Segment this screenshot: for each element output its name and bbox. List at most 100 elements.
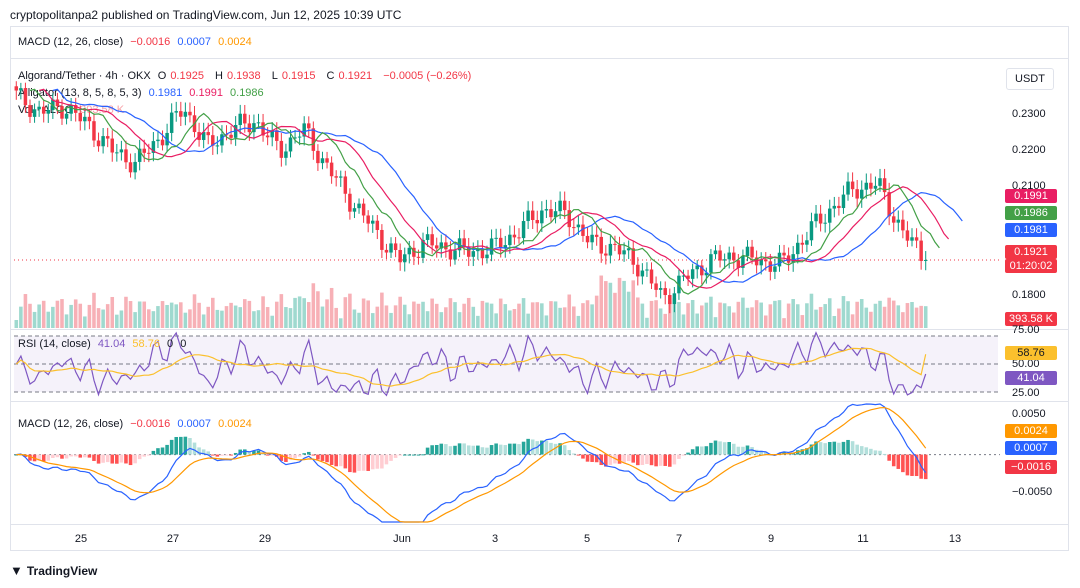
volume-bar	[695, 313, 699, 328]
macd-histogram-bar	[115, 454, 119, 464]
currency-button[interactable]: USDT	[1006, 68, 1054, 90]
volume-bar	[686, 303, 690, 328]
volume-bar	[252, 311, 256, 328]
candle-body	[156, 139, 160, 142]
macd-histogram-bar	[859, 446, 864, 455]
macd-histogram-bar	[211, 454, 215, 456]
macd-histogram-bar	[311, 454, 316, 456]
macd-histogram-bar	[823, 443, 827, 455]
candle-body	[508, 234, 512, 246]
candle-body	[421, 239, 425, 258]
macd-histogram-bar	[142, 454, 147, 457]
candle-body	[407, 247, 412, 255]
candle-body	[348, 193, 352, 212]
macd-histogram-bar	[521, 441, 526, 455]
macd-histogram-bar	[444, 444, 448, 455]
volume-bar	[83, 316, 87, 328]
macd-histogram-bar	[677, 454, 681, 459]
candle-body	[256, 122, 261, 124]
volume-bar	[763, 315, 768, 328]
candle-body	[462, 238, 466, 247]
volume-bar	[873, 303, 878, 328]
candle-body	[238, 113, 242, 126]
volume-bar	[823, 304, 827, 328]
macd-histogram-bar	[389, 454, 393, 461]
volume-bar	[709, 296, 713, 328]
candle-body	[750, 246, 754, 258]
volume-bar	[110, 296, 115, 328]
macd-histogram-bar	[736, 446, 741, 455]
candle-body	[23, 88, 28, 106]
macd-histogram-bar	[508, 443, 512, 455]
volume-bar	[869, 311, 873, 328]
volume-bar	[229, 302, 233, 328]
volume-bar	[562, 307, 567, 328]
macd-histogram-bar	[270, 454, 274, 456]
candle-body	[434, 245, 439, 249]
volume-bar	[622, 280, 626, 328]
macd-histogram-bar	[421, 454, 425, 456]
date-tick: 5	[583, 533, 591, 545]
macd-histogram-bar	[160, 447, 165, 455]
candle-body	[558, 200, 562, 212]
volume-bar	[814, 309, 818, 328]
macd-histogram-bar	[448, 446, 453, 455]
candle-body	[325, 158, 329, 163]
macd-histogram-bar	[562, 445, 567, 455]
pane-separator	[10, 58, 1069, 59]
volume-bar	[370, 313, 375, 328]
macd-histogram-bar	[800, 449, 805, 455]
macd-histogram-bar	[594, 454, 599, 463]
candle-body	[398, 250, 402, 263]
date-tick: 3	[491, 533, 499, 545]
macd-histogram-bar	[590, 454, 594, 462]
macd-histogram-bar	[604, 454, 608, 467]
macd-histogram-bar	[370, 454, 375, 470]
macd-histogram-bar	[558, 443, 562, 455]
macd-histogram-bar	[147, 454, 151, 456]
macd-histogram-bar	[700, 446, 704, 455]
volume-bar	[681, 314, 686, 328]
candle-body	[891, 216, 896, 223]
volume-bar	[457, 312, 462, 328]
volume-bar	[791, 299, 795, 328]
volume-bar	[398, 296, 402, 328]
volume-bar	[882, 306, 887, 328]
macd-histogram-bar	[512, 443, 517, 455]
candle-body	[887, 192, 891, 217]
volume-bar	[243, 299, 247, 328]
macd-histogram-bar	[133, 454, 137, 464]
volume-bar	[521, 298, 526, 328]
candle-body	[498, 237, 503, 249]
candle-body	[412, 247, 416, 257]
candle-body	[732, 252, 736, 261]
candle-body	[352, 208, 357, 212]
tradingview-logo[interactable]: ▼ TradingView	[10, 563, 98, 578]
candle-body	[796, 242, 800, 255]
candle-body	[818, 213, 823, 224]
macd-histogram-bar	[128, 454, 133, 466]
macd-legend: MACD (12, 26, close) −0.0016 0.0007 0.00…	[18, 418, 252, 430]
macd-histogram-bar	[92, 454, 96, 461]
volume-bar	[809, 293, 814, 328]
last-price-badge: 0.1921	[1005, 245, 1057, 259]
volume-bar	[855, 301, 859, 328]
macd-histogram-bar	[878, 450, 882, 455]
volume-bar	[503, 304, 508, 328]
macd-histogram-bar	[549, 442, 553, 455]
volume-bar	[320, 306, 325, 328]
candle-body	[859, 189, 864, 199]
macd-histogram-bar	[398, 454, 402, 456]
volume-bar	[366, 300, 370, 328]
candle-body	[645, 269, 649, 271]
candle-body	[814, 213, 818, 222]
volume-bar	[78, 303, 83, 328]
volume-bar	[416, 303, 421, 328]
candle-body	[649, 269, 654, 284]
teeth-badge: 0.1991	[1005, 189, 1057, 203]
volume-bar	[151, 311, 156, 328]
macd-histogram-bar	[64, 454, 69, 459]
volume-bar	[718, 302, 722, 328]
volume-badge: 393.58 K	[1005, 312, 1057, 326]
